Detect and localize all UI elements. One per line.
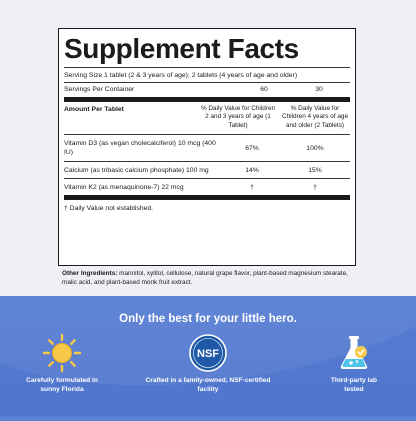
nutrient-name: Vitamin D3 (as vegan cholecalciferol) 10… xyxy=(64,140,216,157)
nsf-badge-text: NSF xyxy=(197,348,219,360)
feature-florida: Carefully formulated in sunny Florida xyxy=(0,333,132,394)
nutrient-row: Vitamin K2 (as menaquinone-7) 22 mcg † † xyxy=(64,179,350,195)
feature-lab: Third-party lab tested xyxy=(284,333,416,394)
nutrient-row: Vitamin D3 (as vegan cholecalciferol) 10… xyxy=(64,135,350,160)
servings-per-container-row: Servings Per Container 60 30 xyxy=(64,83,350,97)
feature-caption: Carefully formulated in sunny Florida xyxy=(26,377,98,393)
feature-nsf: NSF Crafted in a family-owned, NSF-certi… xyxy=(138,333,278,394)
dv-col1-header: % Daily Value for Children 2 and 3 years… xyxy=(200,105,276,129)
tagline: Only the best for your little hero. xyxy=(119,313,297,325)
ingredients-label: Other Ingredients: xyxy=(62,270,118,277)
nutrient-dv2: † xyxy=(313,183,317,191)
column-header-row: Amount Per Tablet % Daily Value for Chil… xyxy=(64,102,350,134)
amount-per-tablet-header: Amount Per Tablet xyxy=(64,106,124,113)
nutrient-name: Calcium (as tribasic calcium phosphate) … xyxy=(64,166,209,174)
nsf-badge-icon: NSF xyxy=(189,334,227,372)
serving-size: Serving Size 1 tablet (2 & 3 years of ag… xyxy=(64,72,298,79)
dv-col2-header: % Daily Value for Children 4 years of ag… xyxy=(281,105,349,129)
supplement-facts-box: Supplement Facts Serving Size 1 tablet (… xyxy=(58,28,356,266)
nutrient-dv1: † xyxy=(250,183,254,191)
feature-caption: Crafted in a family-owned, NSF-certified… xyxy=(145,377,271,393)
nutrient-dv1: 67% xyxy=(245,144,259,152)
nutrient-dv1: 14% xyxy=(245,166,259,174)
lab-flask-icon xyxy=(340,336,368,369)
other-ingredients: Other Ingredients: mannitol, xylitol, ce… xyxy=(62,270,362,287)
facts-title: Supplement Facts xyxy=(64,33,299,64)
servings-per-container-2: 30 xyxy=(315,86,323,93)
ingredients-text: mannitol, xylitol, cellulose, natural gr… xyxy=(62,270,348,286)
nutrient-name: Vitamin K2 (as menaquinone-7) 22 mcg xyxy=(64,183,184,191)
daily-value-footnote: † Daily Value not established. xyxy=(64,205,154,213)
nutrient-row: Calcium (as tribasic calcium phosphate) … xyxy=(64,162,350,178)
feature-caption: Third-party lab tested xyxy=(330,377,378,393)
label-panel: Supplement Facts Serving Size 1 tablet (… xyxy=(0,0,416,296)
servings-per-container-1: 60 xyxy=(260,86,268,93)
sun-icon xyxy=(42,333,82,373)
nutrient-dv2: 100% xyxy=(306,144,324,152)
servings-per-container-label: Servings Per Container xyxy=(64,86,135,93)
nutrient-dv2: 15% xyxy=(308,166,322,174)
